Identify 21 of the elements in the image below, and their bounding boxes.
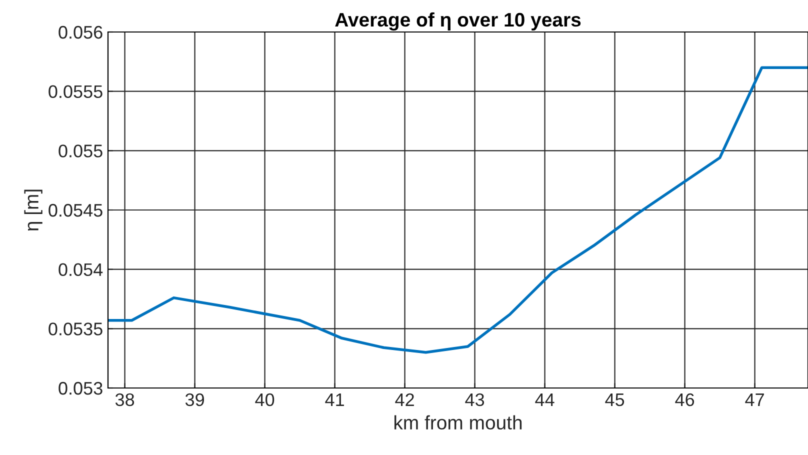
y-tick-label: 0.055 (58, 144, 102, 158)
y-axis-title: η [m] (24, 190, 42, 231)
y-tick-label: 0.054 (58, 263, 103, 276)
x-tick-label: 43 (465, 393, 484, 406)
x-tick-label: 38 (115, 393, 134, 406)
x-tick-label: 46 (675, 393, 694, 406)
x-tick-label: 39 (185, 393, 204, 406)
y-tick-label: 0.0545 (48, 204, 102, 217)
chart-title: Average of η over 10 years (335, 12, 581, 31)
x-tick-label: 47 (745, 394, 764, 406)
x-tick-label: 44 (535, 394, 554, 406)
x-tick-label: 40 (255, 393, 274, 406)
y-tick-label: 0.0555 (48, 85, 102, 98)
x-tick-label: 42 (395, 393, 414, 406)
y-tick-label: 0.053 (58, 382, 102, 395)
x-tick-label: 41 (325, 394, 344, 406)
line-series (108, 66, 808, 354)
x-tick-label: 45 (605, 394, 624, 406)
x-axis-title: km from mouth (394, 415, 522, 430)
y-tick-label: 0.056 (58, 26, 102, 39)
y-tick-label: 0.0535 (48, 322, 102, 336)
